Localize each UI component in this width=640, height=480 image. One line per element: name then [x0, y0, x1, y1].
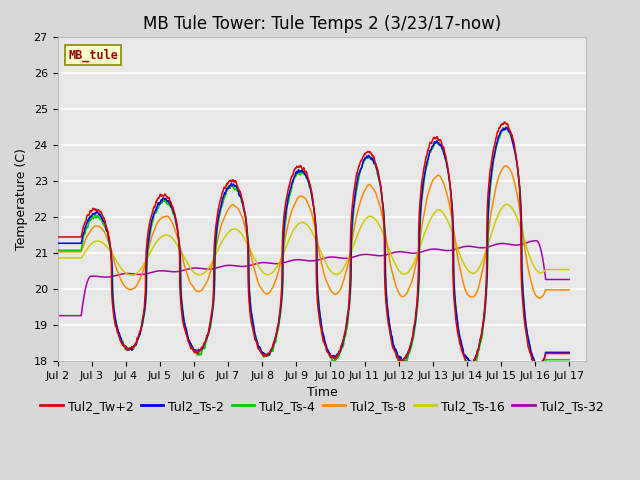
Y-axis label: Temperature (C): Temperature (C): [15, 148, 28, 250]
Text: MB_tule: MB_tule: [68, 48, 118, 61]
Legend: Tul2_Tw+2, Tul2_Ts-2, Tul2_Ts-4, Tul2_Ts-8, Tul2_Ts-16, Tul2_Ts-32: Tul2_Tw+2, Tul2_Ts-2, Tul2_Ts-4, Tul2_Ts…: [35, 395, 609, 418]
Title: MB Tule Tower: Tule Temps 2 (3/23/17-now): MB Tule Tower: Tule Temps 2 (3/23/17-now…: [143, 15, 501, 33]
X-axis label: Time: Time: [307, 386, 337, 399]
